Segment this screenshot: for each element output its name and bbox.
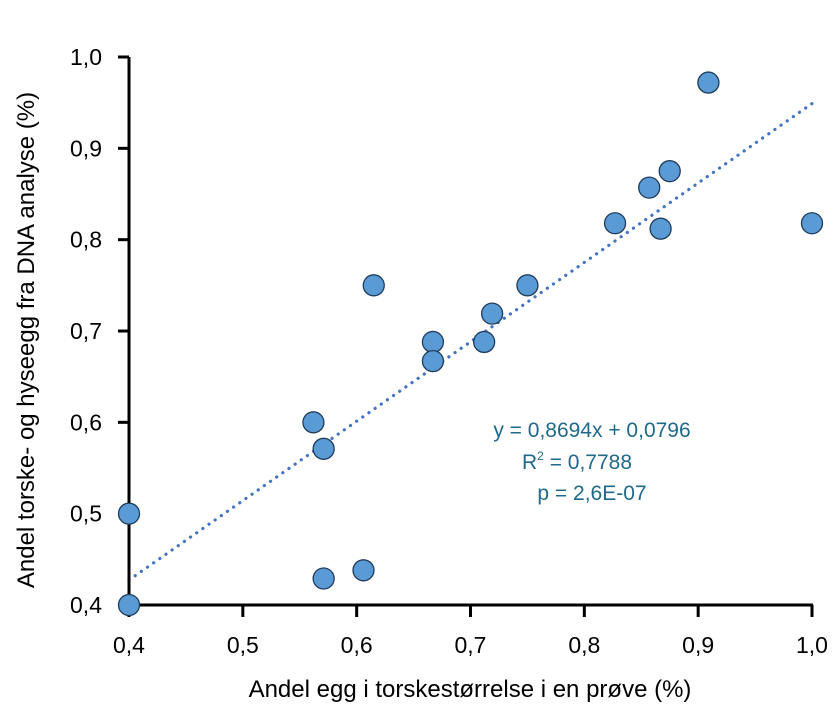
data-point (480, 302, 504, 325)
data-point (117, 593, 141, 617)
y-tick-label: 0,8 (70, 227, 102, 253)
y-tick-label: 0,5 (70, 501, 102, 527)
x-tick-label: 1,0 (796, 632, 828, 658)
x-tick-label: 0,8 (568, 632, 600, 658)
y-tick-label: 0,7 (70, 318, 102, 344)
equation-label: y = 0,8694x + 0,0796 (493, 419, 690, 442)
data-point (421, 349, 445, 373)
data-point (117, 502, 141, 525)
data-point (302, 411, 325, 434)
data-point (312, 567, 335, 590)
data-point (352, 559, 375, 582)
x-axis-title: Andel egg i torskestørrelse i en prøve (… (249, 676, 692, 703)
data-point (312, 437, 335, 460)
points-layer (117, 71, 824, 617)
data-point (658, 160, 681, 183)
y-tick-label: 0,6 (70, 409, 102, 435)
r-squared-r: R (522, 451, 537, 474)
r-squared-exponent: 2 (537, 449, 544, 463)
data-point (362, 274, 385, 297)
data-point (697, 71, 720, 94)
x-tick-label: 0,9 (682, 632, 714, 658)
x-ticks: 0,4 0,5 0,6 0,7 0,8 0,9 1,0 (113, 605, 828, 658)
data-point (800, 212, 824, 235)
data-point (649, 217, 672, 240)
axes: 0,4 0,5 0,6 0,7 0,8 0,9 1,0 0,4 0,5 0,6 0,7 0,8 0,9… (70, 44, 828, 658)
regression-annotation: y = 0,8694x + 0,0796 R2 = 0,7788 p = 2,6… (493, 419, 690, 505)
x-tick-label: 0,7 (455, 632, 487, 658)
y-axis-title: Andel torske- og hyseegg fra DNA analyse… (13, 92, 40, 588)
x-tick-label: 0,5 (227, 632, 259, 658)
data-point (516, 274, 539, 297)
data-point (638, 176, 661, 199)
x-tick-label: 0,4 (113, 632, 145, 658)
y-ticks: 0,4 0,5 0,6 0,7 0,8 0,9 1,0 (70, 44, 129, 618)
y-tick-label: 0,9 (70, 135, 102, 161)
data-point (473, 330, 496, 354)
data-point (421, 330, 445, 354)
trendline-layer (127, 101, 814, 582)
y-tick-label: 1,0 (70, 44, 102, 70)
trendline (127, 101, 814, 582)
r-squared-value: = 0,7788 (544, 451, 632, 474)
p-value-label: p = 2,6E-07 (537, 482, 646, 505)
y-tick-label: 0,4 (70, 592, 102, 618)
r-squared-label: R2 = 0,7788 (522, 449, 632, 474)
x-tick-label: 0,6 (341, 632, 373, 658)
data-point (603, 212, 627, 235)
